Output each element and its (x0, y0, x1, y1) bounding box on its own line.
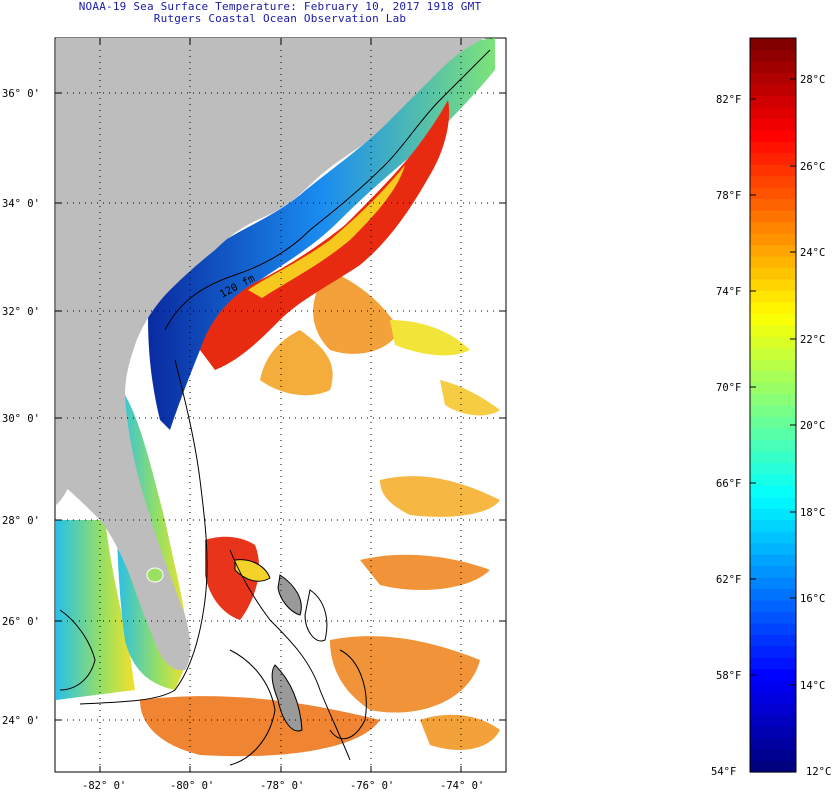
gulf-stream-front (200, 100, 450, 370)
latitude-labels: 36° 0' 34° 0' 32° 0' 30° 0' 28° 0' 26° 0… (2, 88, 40, 727)
title-line-2: Rutgers Coastal Ocean Observation Lab (153, 12, 407, 25)
bahamas-islands (234, 559, 303, 732)
lat-label: 32° 0' (2, 306, 40, 318)
lon-label: -82° 0' (82, 780, 126, 792)
gulf-stream-edge (248, 165, 405, 298)
lon-label: -78° 0' (260, 780, 304, 792)
gulf-coast-water (56, 520, 135, 700)
lat-label: 30° 0' (2, 413, 40, 425)
lat-label: 26° 0' (2, 616, 40, 628)
longitude-labels: -82° 0' -80° 0' -78° 0' -76° 0' -74° 0' (82, 780, 484, 792)
lake-okeechobee (146, 567, 164, 583)
gulf-stream-south (205, 536, 260, 620)
lat-label: 28° 0' (2, 515, 40, 527)
lon-label: -80° 0' (170, 780, 214, 792)
shelf-cold-water (148, 38, 495, 430)
lat-label: 34° 0' (2, 198, 40, 210)
lon-label: -74° 0' (440, 780, 484, 792)
offshore-warm-patches (140, 270, 500, 757)
title-line-1: NOAA-19 Sea Surface Temperature: Februar… (78, 0, 482, 13)
lat-label: 36° 0' (2, 88, 40, 100)
land-panhandle (56, 480, 68, 505)
map-ticks (55, 38, 506, 772)
map-gridlines (55, 38, 506, 772)
land-southeast-us (56, 38, 485, 671)
lon-label: -76° 0' (350, 780, 394, 792)
lat-label: 24° 0' (2, 715, 40, 727)
